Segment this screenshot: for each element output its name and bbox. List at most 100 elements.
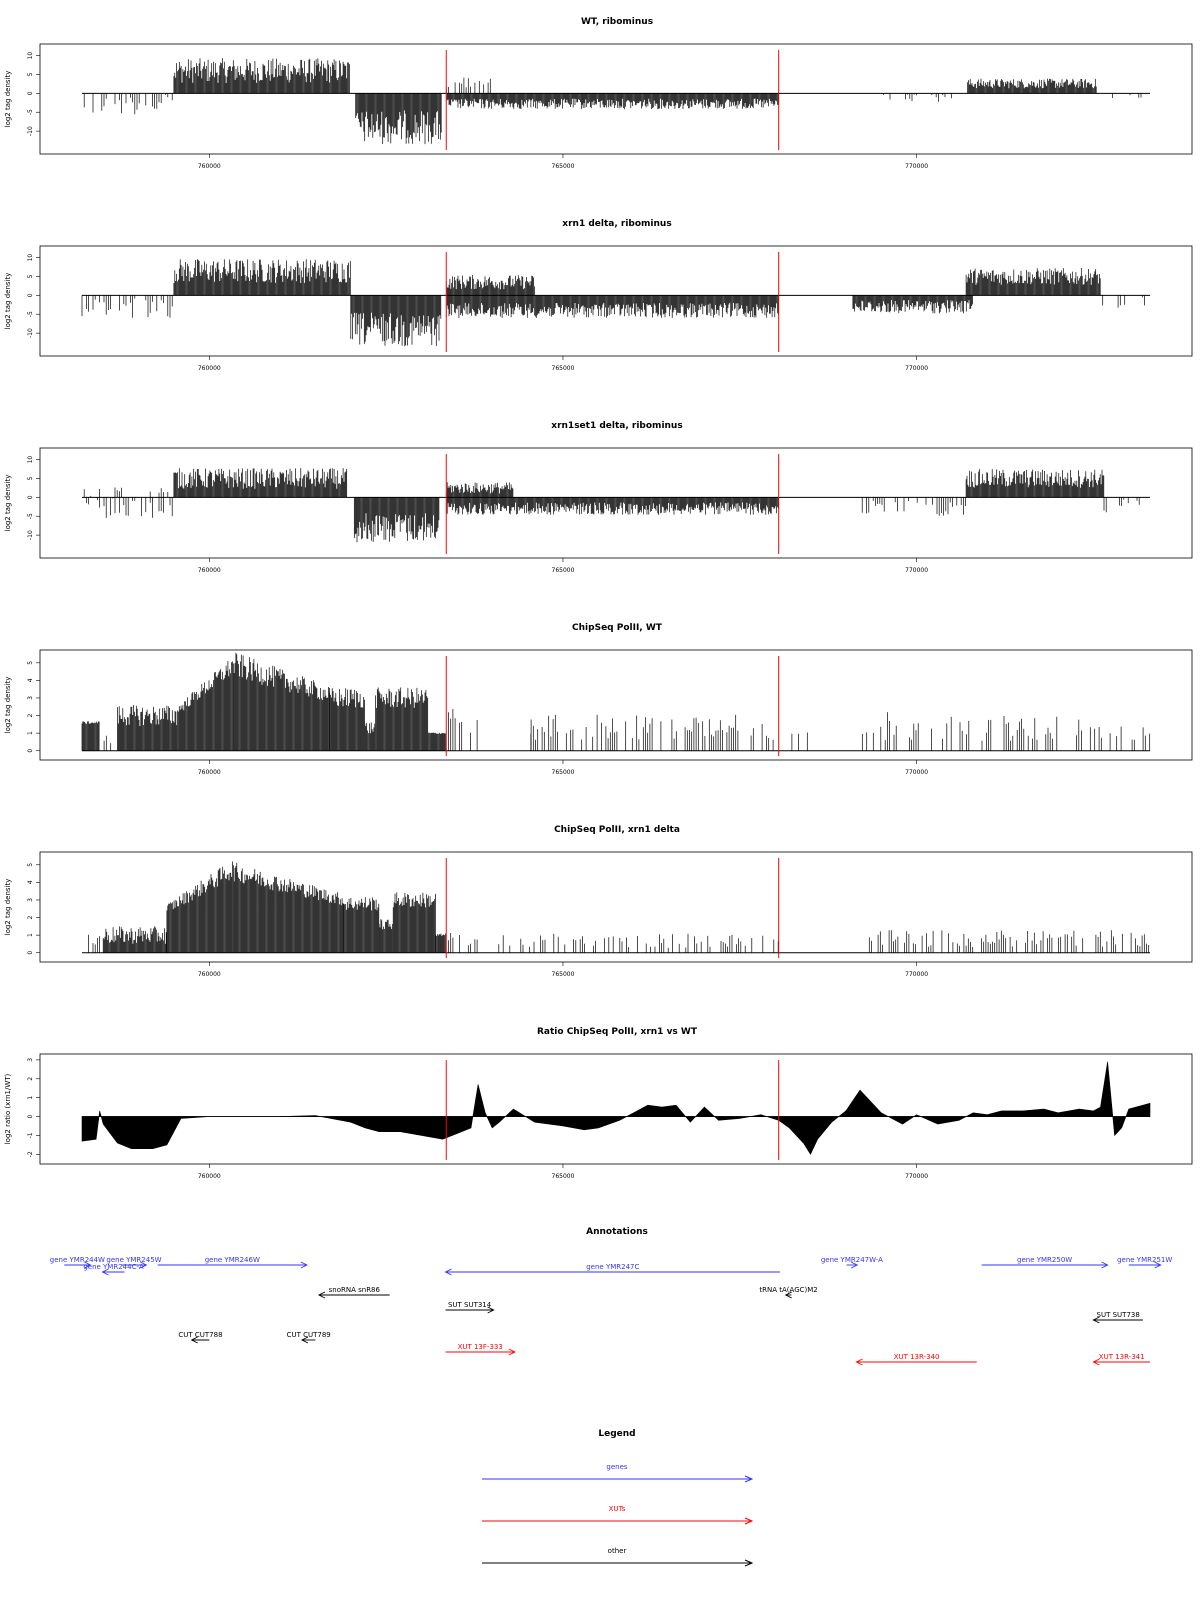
y-tick-label: 2 <box>27 915 34 919</box>
data-bar-segment-6 <box>965 268 1101 296</box>
annotation-label: SUT SUT314 <box>448 1301 492 1309</box>
legend-entry-genes: genes <box>482 1463 754 1483</box>
legend: Legend genes XUTs other <box>482 1429 754 1567</box>
annotation-label: tRNA tA(AGC)M2 <box>759 1286 817 1294</box>
data-bar-segment-5 <box>852 295 973 314</box>
annotation-arrow-head <box>444 1268 452 1276</box>
annotation-label: gene YMR250W <box>1017 1256 1072 1264</box>
data-bar-segment-0 <box>81 721 100 751</box>
data-bar-segment-13 <box>880 712 1080 751</box>
annotation-arrow-head <box>190 1336 198 1344</box>
data-bars <box>81 259 1145 347</box>
x-tick-label: 760000 <box>198 567 221 574</box>
data-bar-segment-4 <box>445 275 535 296</box>
data-bar-segment-1 <box>173 58 350 94</box>
x-tick-label: 770000 <box>905 567 928 574</box>
data-bar-segment-5 <box>445 482 514 498</box>
data-bar-segment-10 <box>868 930 1150 953</box>
y-tick-label: -1 <box>27 1132 34 1138</box>
annotation-arrow-head <box>300 1336 309 1344</box>
panel-title: ChipSeq PolII, WT <box>572 623 663 633</box>
y-axis-label: log2 tag density <box>4 71 12 128</box>
y-tick-label: 5 <box>27 72 34 76</box>
annotation-sut-sut314: SUT SUT314 <box>445 1301 495 1314</box>
annotation-arrow-head <box>101 1268 109 1276</box>
y-tick-label: -10 <box>27 126 34 136</box>
legend-entry-other: other <box>482 1547 754 1567</box>
data-bar-segment-3 <box>233 862 344 953</box>
annotation-label: gene YMR245W <box>106 1256 161 1264</box>
panel-title: ChipSeq PolII, xrn1 delta <box>554 825 680 835</box>
data-bar-segment-12 <box>791 732 874 751</box>
annotations-title: Annotations <box>586 1227 648 1237</box>
annotation-arrow-head <box>487 1306 495 1314</box>
annotation-arrow-head <box>508 1348 516 1356</box>
annotation-arrow-head <box>300 1261 308 1269</box>
x-tick-label: 770000 <box>905 971 928 978</box>
y-axis-label: log2 tag density <box>4 879 12 936</box>
data-bars <box>81 652 1151 751</box>
plot-frame <box>39 245 1193 357</box>
annotation-arrow-head <box>855 1358 863 1366</box>
y-tick-label: 0 <box>27 293 34 297</box>
x-tick-label: 760000 <box>198 971 221 978</box>
data-bar-segment-8 <box>1103 497 1140 513</box>
y-tick-label: 1 <box>27 933 34 937</box>
data-bar-segment-7 <box>375 687 429 751</box>
data-bars <box>81 1061 1151 1155</box>
data-bar-segment-11 <box>530 714 774 751</box>
data-bar-segment-7 <box>435 933 446 953</box>
data-bar-segment-5 <box>378 919 393 953</box>
annotations-track: Annotations gene YMR244W gene YMR245Wgene… <box>50 1227 1172 1366</box>
data-bar-segment-9 <box>498 933 779 953</box>
x-tick-label: 765000 <box>552 769 575 776</box>
plot-frame <box>39 43 1193 155</box>
data-bar-segment-2 <box>166 861 234 953</box>
y-tick-label: -10 <box>27 530 34 540</box>
data-bars <box>83 468 1140 543</box>
annotation-arrow-head <box>784 1291 792 1299</box>
data-bar-segment-4 <box>445 497 779 515</box>
x-tick-label: 760000 <box>198 1173 221 1180</box>
data-bar-segment-6 <box>364 722 376 751</box>
annotation-label: gene YMR244C-A <box>83 1263 144 1271</box>
y-axis-label: log2 ratio (xrn1/WT) <box>4 1073 12 1144</box>
data-bar-segment-3 <box>445 295 779 318</box>
y-tick-label: -5 <box>27 109 34 115</box>
x-tick-label: 770000 <box>905 163 928 170</box>
annotation-label: CUT CUT789 <box>287 1331 331 1339</box>
annotation-gene-ymr246w: gene YMR246W <box>157 1256 308 1269</box>
y-tick-label: 0 <box>27 749 34 753</box>
legend-arrow-head <box>744 1559 754 1567</box>
annotation-arrow-head <box>1092 1358 1100 1366</box>
y-tick-label: 0 <box>27 495 34 499</box>
annotation-sut-sut738: SUT SUT738 <box>1092 1311 1143 1324</box>
legend-arrow-head <box>744 1517 754 1525</box>
x-tick-label: 760000 <box>198 163 221 170</box>
panel-chipseq-xrn1: ChipSeq PolII, xrn1 delta log2 tag densit… <box>4 825 1193 978</box>
y-axis-label: log2 tag density <box>4 677 12 734</box>
y-tick-label: 10 <box>27 52 34 60</box>
data-bar-segment-0 <box>81 295 173 318</box>
plot-frame <box>39 851 1193 963</box>
y-tick-label: 3 <box>27 1058 34 1062</box>
panel-xrn1set1-ribominus: xrn1set1 delta, ribominus log2 tag densit… <box>4 421 1193 574</box>
x-tick-label: 765000 <box>552 365 575 372</box>
data-bar-segment-6 <box>392 892 436 953</box>
data-bar-segment-0 <box>83 93 173 115</box>
annotation-arrow-head <box>1101 1261 1109 1269</box>
plot-frame <box>39 447 1193 559</box>
x-tick-label: 765000 <box>552 163 575 170</box>
panel-title: Ratio ChipSeq PolII, xrn1 vs WT <box>537 1027 698 1037</box>
x-tick-label: 770000 <box>905 1173 928 1180</box>
annotation-arrow-head <box>140 1261 148 1269</box>
annotation-label: gene YMR247W-A <box>821 1256 883 1264</box>
panel-title: xrn1 delta, ribominus <box>562 219 671 229</box>
data-bar-segment-1 <box>173 259 351 296</box>
y-tick-label: -5 <box>27 311 34 317</box>
annotation-xut-13f-333: XUT 13F-333 <box>445 1343 516 1356</box>
y-tick-label: 3 <box>27 696 34 700</box>
data-bar-segment-1 <box>83 487 169 498</box>
annotation-gene-ymr244c-a: gene YMR244C-A <box>83 1263 144 1276</box>
